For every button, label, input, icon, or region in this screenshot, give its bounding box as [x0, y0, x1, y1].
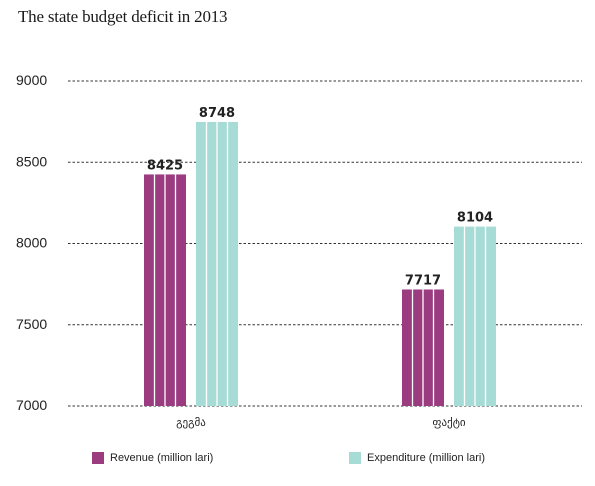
- y-tick-label: 8000: [16, 235, 47, 251]
- y-tick-label: 9000: [16, 72, 47, 88]
- legend-label-expenditure: Expenditure (million lari): [367, 452, 485, 464]
- y-tick-label: 7500: [16, 316, 47, 332]
- x-tick-label: გეგმა: [176, 416, 206, 429]
- x-tick-label: ფაქტი: [432, 416, 466, 429]
- legend-item-revenue: Revenue (million lari): [92, 452, 213, 464]
- y-tick-label: 8500: [16, 153, 47, 169]
- chart-title: The state budget deficit in 2013: [18, 7, 228, 26]
- y-tick-label: 7000: [16, 397, 47, 413]
- data-label: 8748: [199, 106, 235, 121]
- data-label: 8425: [147, 158, 183, 173]
- legend-swatch-expenditure: [349, 452, 361, 464]
- data-label: 8104: [457, 211, 493, 226]
- legend-label-revenue: Revenue (million lari): [110, 452, 214, 464]
- legend-swatch-revenue: [92, 452, 104, 464]
- data-label: 7717: [405, 273, 441, 288]
- legend-item-expenditure: Expenditure (million lari): [349, 452, 485, 464]
